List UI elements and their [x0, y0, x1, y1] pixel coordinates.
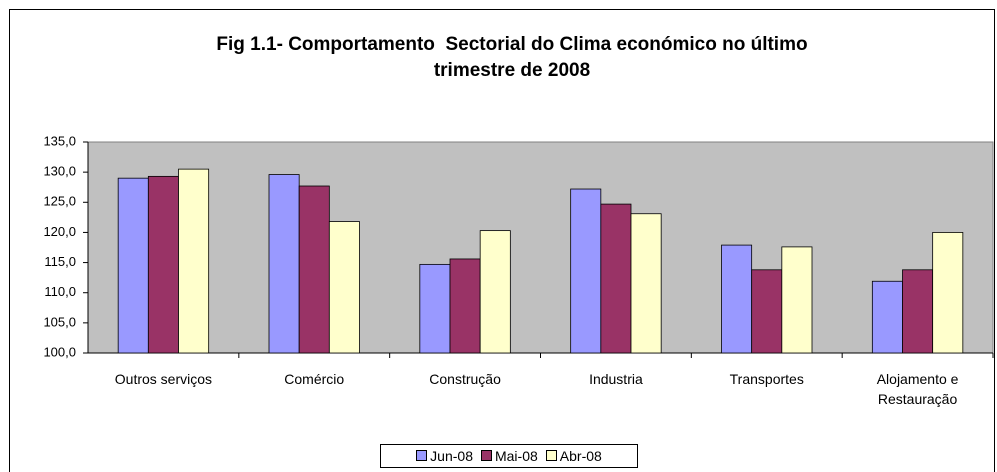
legend: Jun-08 Mai-08 Abr-08 — [380, 444, 638, 468]
y-tick-label: 100,0 — [43, 344, 76, 359]
bar — [419, 263, 451, 354]
legend-swatch — [545, 450, 557, 461]
legend-label: Abr-08 — [559, 448, 602, 464]
chart-frame — [9, 9, 995, 472]
bar — [479, 230, 511, 354]
y-tick-label: 120,0 — [43, 224, 76, 239]
bar — [268, 174, 300, 354]
legend-label: Jun-08 — [430, 448, 473, 464]
bar — [328, 221, 360, 354]
y-tick-label: 125,0 — [43, 194, 76, 209]
x-tick-label: Industria — [589, 371, 643, 387]
x-tick-label: Transportes — [729, 371, 804, 387]
bar — [570, 188, 602, 354]
y-tick-label: 135,0 — [43, 133, 76, 148]
bar — [781, 246, 813, 354]
bar — [871, 280, 903, 354]
x-tick-label: Alojamento e Restauração — [876, 371, 959, 407]
legend-swatch — [480, 450, 492, 461]
y-tick-label: 115,0 — [44, 254, 76, 269]
y-tick-label: 130,0 — [43, 164, 76, 179]
y-tick-label: 110,0 — [44, 284, 76, 299]
bar — [117, 177, 149, 354]
bar — [630, 213, 662, 354]
legend-item: Abr-08 — [545, 448, 602, 464]
bar — [449, 258, 481, 354]
bar — [298, 185, 330, 354]
plot-area — [87, 141, 994, 354]
bar — [600, 203, 632, 354]
legend-label: Mai-08 — [494, 448, 538, 464]
x-tick-label: Outros serviços — [114, 371, 213, 387]
x-tick-label: Comércio — [284, 371, 345, 387]
bar — [751, 269, 783, 354]
x-tick-label: Construção — [429, 371, 501, 387]
bar — [932, 232, 964, 354]
legend-item: Mai-08 — [480, 448, 538, 464]
legend-swatch — [416, 450, 428, 461]
y-tick-label: 105,0 — [43, 314, 76, 329]
bar — [147, 175, 179, 354]
legend-item: Jun-08 — [416, 448, 473, 464]
chart-title: Fig 1.1- Comportamento Sectorial do Clim… — [216, 34, 813, 81]
bar — [902, 269, 934, 354]
bar — [721, 244, 753, 354]
bar — [178, 168, 210, 354]
